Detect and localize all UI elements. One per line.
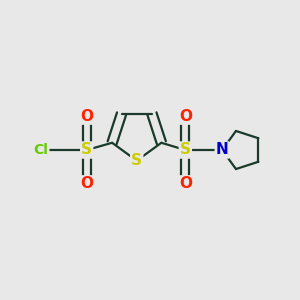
Text: O: O	[179, 109, 192, 124]
Text: N: N	[216, 142, 229, 158]
Text: O: O	[179, 176, 192, 191]
Text: Cl: Cl	[34, 143, 48, 157]
Text: O: O	[80, 109, 93, 124]
Text: S: S	[180, 142, 191, 158]
Text: O: O	[80, 176, 93, 191]
Text: S: S	[81, 142, 92, 158]
Text: S: S	[131, 153, 142, 168]
